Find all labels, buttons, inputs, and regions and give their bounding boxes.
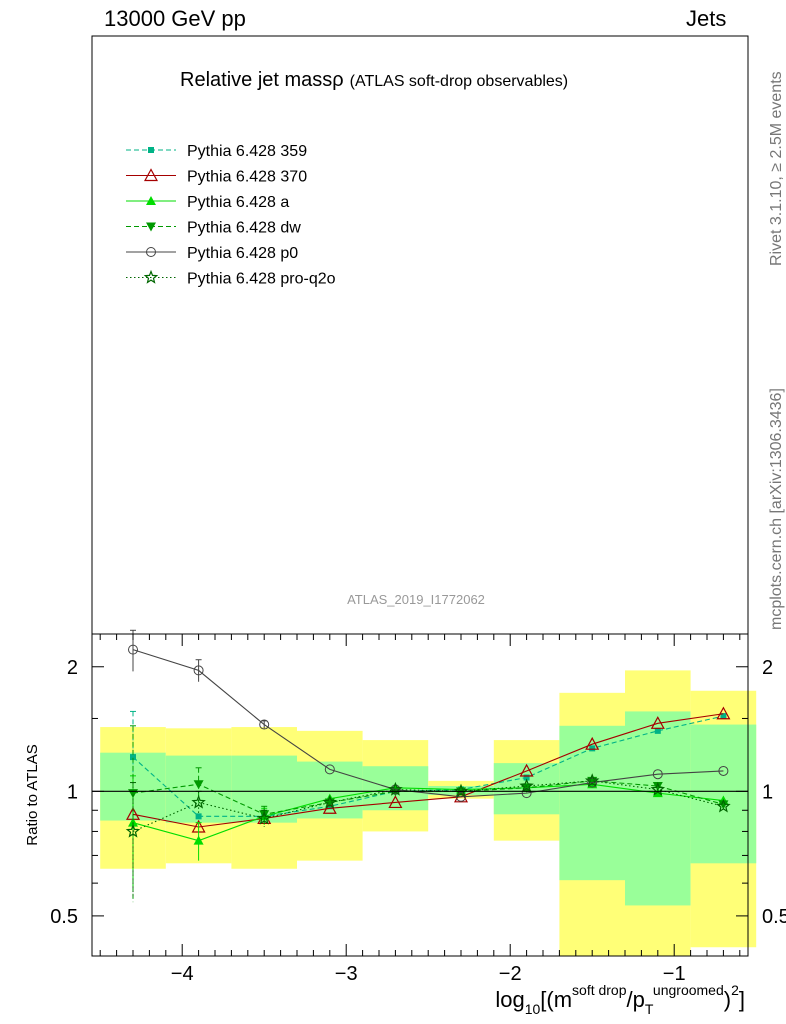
ratio-frame [91,633,749,957]
analysis-watermark: ATLAS_2019_I1772062 [347,592,485,607]
data-point [453,783,469,798]
data-point [718,765,729,776]
data-point [654,727,661,734]
legend-marker [146,196,156,205]
legend-entry: Pythia 6.428 a [126,194,289,211]
data-point [523,774,530,781]
data-point [128,644,138,655]
legend-entry: Pythia 6.428 p0 [126,245,298,262]
legend-marker [148,147,154,153]
chart-title: Relative jet massρ (ATLAS soft-drop obser… [180,69,568,91]
series-4 [128,629,729,802]
data-point [191,794,206,809]
band-green [297,761,363,819]
x-tick-label: −2 [499,963,522,985]
y-tick-label: 2 [67,657,78,679]
series-line [132,713,724,828]
series-line [132,649,724,798]
data-point [650,781,666,796]
data-point [652,782,663,792]
data-point [322,794,338,809]
data-point [193,835,204,845]
data-point [193,665,204,676]
legend-label: Pythia 6.428 370 [187,169,307,186]
data-point [716,798,731,813]
data-point [587,777,598,788]
legend-label: Pythia 6.428 359 [187,143,307,160]
x-tick-label: −1 [663,963,686,985]
data-point [589,745,596,752]
data-point [720,713,727,720]
data-point [195,813,202,820]
series-line [132,715,724,817]
data-point [519,763,534,777]
data-point [584,773,600,788]
data-point [718,800,729,810]
data-point [322,801,337,814]
data-point [716,706,731,720]
x-tick-label: −3 [335,963,358,985]
legend-entry: Pythia 6.428 359 [126,143,307,160]
y-tick-label-right: 1 [762,781,773,803]
legend-label: Pythia 6.428 a [187,194,289,211]
data-point [324,764,335,775]
data-point [193,780,204,790]
data-point [256,810,272,825]
legend-entry: Pythia 6.428 370 [126,168,307,186]
band-green [559,725,625,881]
y-tick-label: 1 [67,781,78,803]
x-tick-label: −4 [171,963,194,985]
legend-label: Pythia 6.428 pro-q2o [187,271,336,288]
data-point [652,769,663,780]
main-panel: Relative jet massρ (ATLAS soft-drop obser… [91,35,749,635]
y-tick-label-right: 2 [762,657,773,679]
legend-entry: Pythia 6.428 pro-q2o [126,269,336,288]
band-green [690,724,757,864]
legend-marker [146,222,156,232]
header-process: 13000 GeV pp [104,6,246,31]
y-tick-label-right: 0.5 [762,906,786,928]
legend-marker [146,247,156,257]
legend-label: Pythia 6.428 dw [187,220,301,237]
data-point [456,791,466,802]
header-category: Jets [686,6,727,31]
uncertainty-bands [100,670,757,956]
ratio-axes: −4 −3 −2 −1 0.5 0.5 1 1 2 2 [50,634,786,985]
band-green [625,711,691,906]
series-line [132,780,724,832]
legend: Pythia 6.428 359 Pythia 6.428 370 Pythia 6… [126,143,336,288]
data-point [388,781,403,796]
legend-marker [143,168,159,182]
data-point [519,778,534,793]
ratio-panel: −4 −3 −2 −1 0.5 0.5 1 1 2 2 Ratio to ATLAS log10[… [24,629,786,1017]
data-point [259,719,270,730]
legend-marker [143,269,159,284]
data-point [130,754,136,761]
data-point [388,795,403,809]
y-axis-label: Ratio to ATLAS [24,744,41,845]
legend-entry: Pythia 6.428 dw [126,220,301,237]
data-point [650,716,665,729]
series-5 [125,773,731,899]
x-axis-label: log10[(msoft drop/pTungroomed)2] [495,982,745,1017]
series-line [132,783,724,842]
legend-label: Pythia 6.428 p0 [187,245,298,262]
data-point [585,736,600,750]
data-point [125,823,141,838]
y-tick-label: 0.5 [50,906,78,928]
